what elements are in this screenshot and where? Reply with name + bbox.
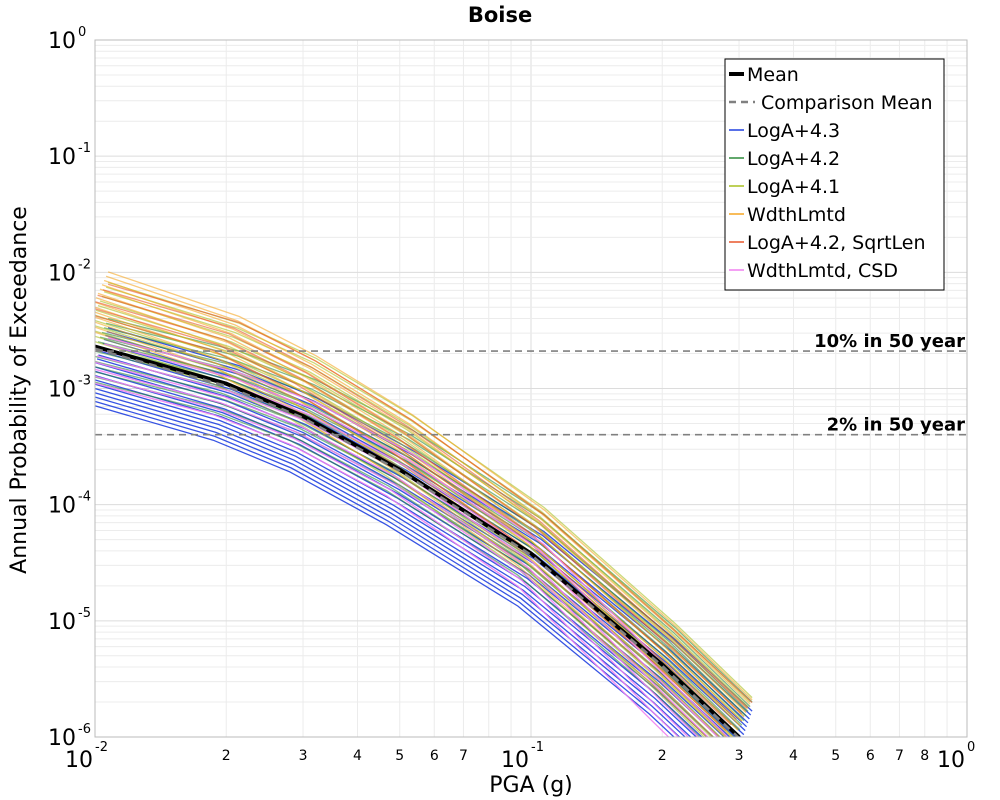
x-major-tick-exponent: -1 [531, 740, 544, 755]
y-major-tick-label: 10 [48, 378, 76, 403]
series-line-loga-4-3 [95, 396, 687, 737]
series-line-loga-4-3 [95, 383, 703, 737]
x-minor-tick-label: 8 [920, 748, 929, 764]
y-major-tick-label: 10 [48, 145, 76, 170]
legend-label-wdthlmtd: WdthLmtd [747, 204, 846, 226]
x-minor-tick-label: 6 [866, 748, 875, 764]
series-line-loga-4-2-sqrtlen [102, 289, 748, 709]
series-line-wdthlmtd-csd [100, 349, 719, 737]
series-line-loga-4-3 [95, 405, 675, 737]
chart-title: Boise [468, 3, 532, 27]
series-line-loga-4-3 [95, 387, 698, 737]
y-major-tick-label: 10 [48, 261, 76, 286]
legend-label-comparison-mean: Comparison Mean [761, 92, 933, 114]
y-major-tick-exponent: 0 [78, 25, 86, 40]
series-line-wdthlmtd [95, 316, 727, 737]
plot-area-frame [94, 39, 968, 738]
series-line-wdthlmtd [101, 284, 747, 714]
x-major-tick-exponent: -2 [95, 740, 108, 755]
y-major-tick-exponent: -1 [78, 141, 91, 156]
legend: Mean Comparison Mean LogA+4.3 LogA+4.2 LogA+… [724, 58, 945, 291]
x-axis-label: PGA (g) [489, 773, 573, 798]
series-line-loga-4-2-sqrtlen [107, 283, 753, 704]
x-minor-tick-label: 5 [831, 748, 840, 764]
hazard-curves [95, 271, 753, 737]
legend-label-loga-4-3: LogA+4.3 [747, 120, 840, 142]
series-line-wdthlmtd-csd [96, 355, 709, 737]
legend-label-loga-4-2-sqrtlen: LogA+4.2, SqrtLen [747, 232, 926, 254]
series-line-loga-4-1 [101, 295, 747, 712]
series-line-loga-4-1 [105, 286, 751, 703]
series-line-loga-4-2 [95, 360, 728, 737]
series-line-loga-4-1 [95, 346, 706, 737]
x-minor-tick-label: 7 [895, 748, 904, 764]
series-line-wdthlmtd [107, 271, 753, 701]
y-major-tick-label: 10 [48, 29, 76, 54]
legend-label-loga-4-1: LogA+4.1 [747, 176, 840, 198]
series-line-wdthlmtd [97, 292, 743, 722]
y-major-tick-label: 10 [48, 494, 76, 519]
series-line-loga-4-2-sqrtlen [97, 294, 743, 715]
x-minor-tick-label: 7 [459, 748, 468, 764]
series-line-wdthlmtd [95, 331, 708, 737]
reference-line-label-0: 10% in 50 year [814, 331, 965, 352]
series-line-loga-4-2 [95, 366, 722, 737]
x-minor-tick-label: 2 [658, 748, 667, 764]
y-major-tick-label: 10 [48, 726, 76, 751]
series-line-wdthlmtd-csd [104, 343, 729, 737]
legend-box [724, 58, 945, 291]
y-major-tick-exponent: -2 [78, 257, 91, 272]
series-line-wdthlmtd-csd [95, 368, 690, 737]
legend-label-loga-4-2: LogA+4.2 [747, 148, 840, 170]
x-minor-tick-label: 2 [222, 748, 231, 764]
series-line-comparison-mean [95, 347, 740, 737]
series-line-wdthlmtd [99, 288, 745, 718]
series-line-wdthlmtd-csd [95, 382, 670, 737]
x-major-tick-label: 10 [501, 748, 529, 773]
y-major-tick-exponent: -4 [78, 490, 91, 505]
series-line-loga-4-3 [107, 326, 753, 712]
x-major-tick-label: 10 [65, 748, 93, 773]
x-minor-tick-label: 4 [789, 748, 798, 764]
series-line-wdthlmtd [95, 326, 714, 737]
y-major-tick-exponent: -3 [78, 374, 91, 389]
y-major-tick-exponent: -5 [78, 606, 91, 621]
x-minor-tick-label: 5 [395, 748, 404, 764]
series-line-loga-4-3 [95, 370, 720, 737]
series-line-loga-4-1 [103, 291, 749, 708]
series-line-wdthlmtd [103, 279, 749, 709]
x-minor-tick-label: 3 [299, 748, 308, 764]
reference-line-label-1: 2% in 50 year [827, 415, 965, 436]
x-minor-tick-label: 6 [430, 748, 439, 764]
legend-label-mean: Mean [747, 64, 799, 86]
reference-lines: 10% in 50 year 2% in 50 year [95, 331, 967, 436]
series-line-loga-4-2-sqrtlen [95, 300, 737, 720]
series-line-wdthlmtd-csd [95, 361, 700, 737]
x-minor-tick-label: 4 [353, 748, 362, 764]
y-axis-label: Annual Probability of Exceedance [7, 206, 32, 574]
y-major-tick-exponent: -6 [78, 722, 91, 737]
x-major-tick-exponent: 0 [967, 740, 975, 755]
x-minor-tick-label: 3 [735, 748, 744, 764]
y-major-tick-label: 10 [48, 610, 76, 635]
series-line-wdthlmtd [95, 301, 739, 731]
legend-label-wdthlmtd-csd: WdthLmtd, CSD [747, 260, 898, 282]
series-line-wdthlmtd-csd [95, 375, 680, 737]
x-major-tick-label: 10 [937, 748, 965, 773]
